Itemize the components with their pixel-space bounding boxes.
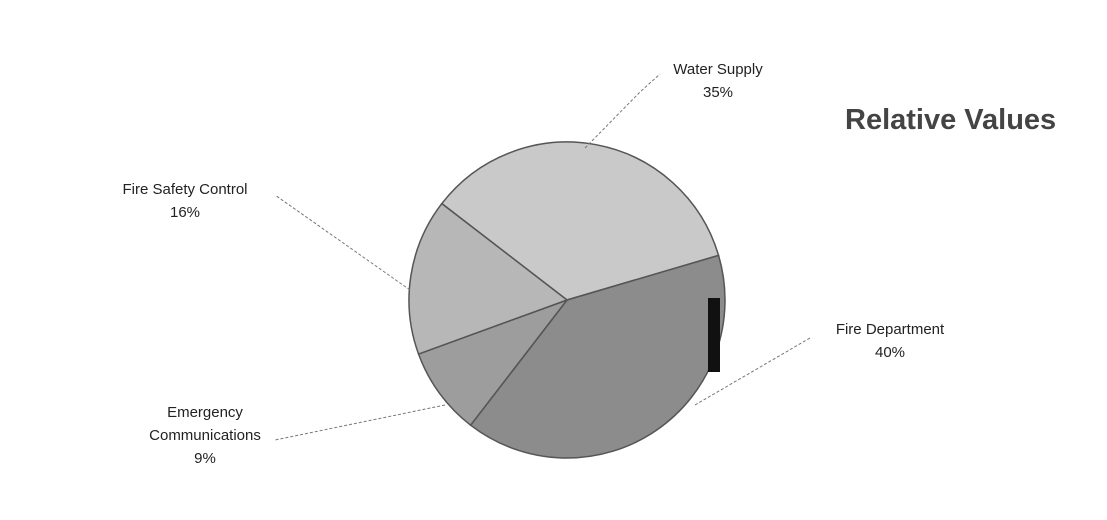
slice-label: Fire Department 40% [820, 318, 960, 364]
slice-value: 16% [169, 204, 201, 221]
slice-value: 40% [874, 344, 906, 361]
slice-name: Fire Department [835, 321, 945, 338]
chart-title: Relative Values [845, 104, 1057, 136]
slice-value: 35% [702, 84, 734, 101]
leader-line [584, 73, 661, 149]
pie-slice [408, 202, 569, 356]
slice-label: Water Supply 35% [648, 58, 788, 104]
slice-value: 9% [194, 450, 216, 467]
scan-artifact [708, 298, 720, 372]
slice-name: Emergency Communications [149, 404, 261, 444]
leader-line [274, 404, 446, 441]
pie-slice [440, 141, 720, 301]
pie-slice [469, 254, 726, 459]
slice-label: Emergency Communications 9% [130, 401, 280, 470]
slice-name: Fire Safety Control [122, 181, 248, 198]
slice-name: Water Supply [673, 61, 763, 78]
leader-lines [274, 73, 811, 441]
pie-slice [417, 298, 570, 427]
pie [408, 141, 726, 459]
slice-label: Fire Safety Control 16% [95, 178, 275, 224]
leader-line [274, 194, 411, 291]
leader-line [694, 337, 811, 406]
